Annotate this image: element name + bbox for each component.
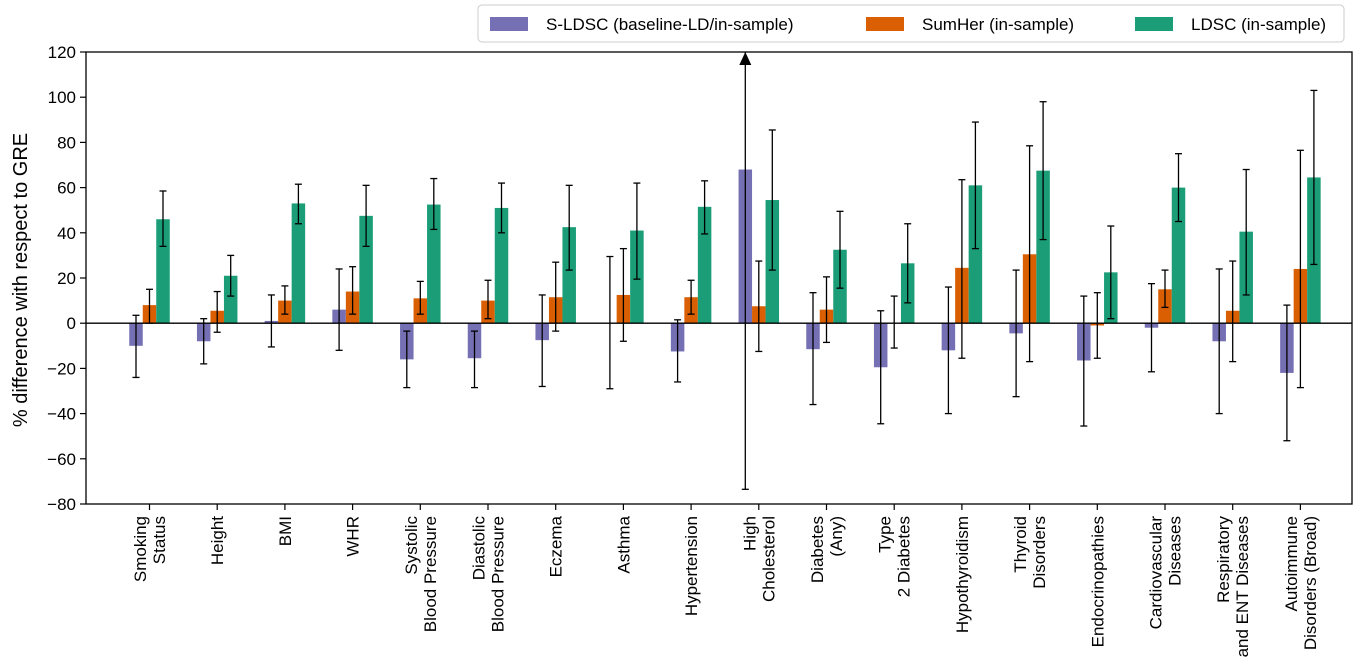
legend: S-LDSC (baseline-LD/in-sample) SumHer (in… bbox=[478, 5, 1344, 42]
x-tick-label-line: Disorders bbox=[1030, 516, 1049, 589]
x-tick-label-line: Type bbox=[876, 516, 895, 553]
y-tick-label: −80 bbox=[47, 495, 76, 514]
x-tick-label-line: Respiratory bbox=[1214, 516, 1233, 603]
x-tick-label-line: WHR bbox=[344, 516, 363, 557]
x-tick-label-line: (Any) bbox=[827, 516, 846, 557]
y-tick-label: 0 bbox=[67, 314, 76, 333]
x-tick-label-line: BMI bbox=[276, 516, 295, 546]
x-tick-label-line: Eczema bbox=[547, 515, 566, 577]
x-tick-label: Asthma bbox=[614, 515, 633, 573]
bars-layer bbox=[129, 170, 1320, 373]
x-tick-label-line: Thyroid bbox=[1011, 516, 1030, 573]
y-axis-label: % difference with respect to GRE bbox=[10, 133, 32, 427]
x-tick-label: Eczema bbox=[547, 515, 566, 577]
overflow-arrow bbox=[739, 52, 751, 65]
x-tick-label: Diabetes(Any) bbox=[808, 516, 846, 583]
x-tick-label-line: Autoimmune bbox=[1282, 516, 1301, 611]
error-bars-layer bbox=[133, 52, 1318, 489]
x-tick-label: BMI bbox=[276, 516, 295, 546]
x-tick-label-line: Hypothyroidism bbox=[953, 516, 972, 633]
x-tick-label-line: Endocrinopathies bbox=[1088, 516, 1107, 647]
legend-label: SumHer (in-sample) bbox=[922, 15, 1074, 34]
x-tick-label-line: 2 Diabetes bbox=[895, 516, 914, 597]
x-tick-label-line: Smoking bbox=[131, 516, 150, 582]
x-tick-label: WHR bbox=[344, 516, 363, 557]
y-tick-label: 60 bbox=[57, 179, 76, 198]
legend-swatch bbox=[1135, 17, 1173, 31]
x-tick-label: Height bbox=[208, 516, 227, 565]
x-tick-label-line: Blood Pressure bbox=[489, 516, 508, 632]
y-tick-label: −40 bbox=[47, 405, 76, 424]
x-tick-label-line: Disorders (Broad) bbox=[1301, 516, 1320, 650]
legend-swatch bbox=[866, 17, 904, 31]
legend-swatch bbox=[490, 17, 528, 31]
x-tick-label-line: Cardiovascular bbox=[1147, 516, 1166, 630]
legend-label: LDSC (in-sample) bbox=[1191, 15, 1326, 34]
x-tick-label-line: High bbox=[740, 516, 759, 551]
x-tick-label-line: Systolic bbox=[402, 516, 421, 575]
y-tick-label: 80 bbox=[57, 133, 76, 152]
y-tick-label: 120 bbox=[48, 43, 76, 62]
x-tick-label-line: Diseases bbox=[1166, 516, 1185, 586]
y-tick-label: −60 bbox=[47, 450, 76, 469]
x-tick-label: Hypothyroidism bbox=[953, 516, 972, 633]
y-tick-label: −20 bbox=[47, 359, 76, 378]
y-tick-label: 40 bbox=[57, 224, 76, 243]
x-tick-label-line: Height bbox=[208, 516, 227, 565]
x-tick-label-line: Blood Pressure bbox=[421, 516, 440, 632]
x-tick-label: Hypertension bbox=[682, 516, 701, 616]
x-tick-label-line: Diabetes bbox=[808, 516, 827, 583]
x-tick-label-line: Cholesterol bbox=[759, 516, 778, 602]
plot-frame bbox=[86, 52, 1352, 504]
x-tick-label-line: Status bbox=[150, 516, 169, 564]
x-tick-label-line: Asthma bbox=[614, 515, 633, 573]
x-tick-label: Endocrinopathies bbox=[1088, 516, 1107, 647]
y-tick-label: 20 bbox=[57, 269, 76, 288]
x-tick-label-line: Hypertension bbox=[682, 516, 701, 616]
y-axis: −80 −60 −40 −20 0 20 40 60 80 100 120 bbox=[47, 43, 86, 514]
legend-label: S-LDSC (baseline-LD/in-sample) bbox=[546, 15, 794, 34]
x-tick-label-line: and ENT Diseases bbox=[1233, 516, 1252, 657]
x-tick-label-line: Diastolic bbox=[470, 516, 489, 581]
y-tick-label: 100 bbox=[48, 88, 76, 107]
